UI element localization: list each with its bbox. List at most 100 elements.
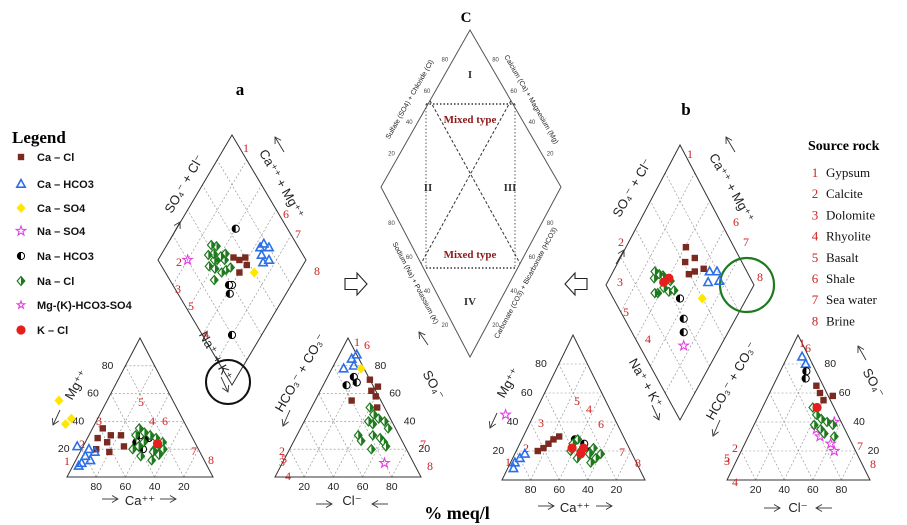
source-number: 8 — [314, 264, 320, 278]
source-rock-number: 7 — [812, 292, 819, 307]
point-cacl — [374, 404, 381, 411]
grid-line — [635, 228, 710, 367]
point-cacl — [682, 244, 690, 251]
source-rock-item: 8 Brine — [812, 313, 855, 328]
point-nacl — [139, 427, 149, 438]
point-cacl — [236, 269, 243, 276]
diamond-a — [157, 134, 307, 386]
tick-label: 80 — [535, 358, 547, 370]
source-number: 4 — [285, 469, 291, 483]
source-number: 2 — [279, 444, 285, 458]
source-number: 4 — [203, 327, 209, 341]
point-cahco3 — [258, 237, 270, 248]
tick-label: 60 — [406, 255, 413, 261]
point-nahco3 — [679, 314, 688, 323]
point-cacl — [106, 448, 113, 456]
legend-item-nahco3: Na – HCO3 — [16, 251, 94, 263]
tick-label: 80 — [102, 360, 114, 372]
grid-line — [558, 392, 603, 481]
point-cacl — [17, 153, 25, 161]
grid-line — [650, 228, 725, 367]
tick-label: 20 — [493, 445, 505, 457]
source-number: 8 — [757, 270, 763, 284]
tick-label: 60 — [529, 255, 536, 261]
direction-arrow — [281, 409, 291, 427]
source-number: 5 — [138, 395, 144, 409]
direction-arrow — [371, 500, 388, 508]
tick-label: 80 — [836, 484, 848, 496]
point-kcl — [659, 277, 669, 287]
point-nacl — [148, 446, 158, 458]
legend-label: Ca – HCO3 — [37, 179, 94, 191]
source-number: 6 — [805, 341, 811, 355]
direction-arrow — [160, 495, 177, 503]
source-number: 5 — [623, 305, 629, 319]
triangle-frame — [66, 336, 214, 478]
tick-label: 40 — [328, 481, 340, 493]
point-nahco3 — [801, 374, 810, 383]
point-cahco3 — [711, 265, 723, 276]
axis-label-a-ca: Ca⁺⁺ — [125, 493, 155, 508]
axis-label-b-cl: Cl⁻ — [788, 500, 807, 515]
point-nacl — [819, 428, 829, 440]
axis-label-b-camg: Ca⁺⁺ + Mg⁺⁺ — [706, 151, 757, 225]
point-nacl — [650, 266, 660, 277]
direction-arrow — [169, 221, 181, 241]
anion-triangle-b: 20 20 40 40 60 60 80 80 — [726, 333, 880, 496]
direction-arrow — [857, 345, 867, 361]
grid-line — [81, 449, 97, 478]
axis-label-b-so4: SO₄⁻ — [860, 366, 888, 400]
source-number: 4 — [645, 332, 651, 346]
source-rock-item: 3 Dolomite — [812, 207, 876, 222]
tick-label: 20 — [868, 445, 880, 457]
legend-item-cacl: Ca – Cl — [17, 152, 74, 164]
source-number: 3 — [617, 275, 623, 289]
legend-item-mgkhco3so4: Mg-(K)-HCO3-SO4 — [15, 299, 133, 312]
source-number: 4 — [149, 414, 155, 428]
tick-label: 40 — [507, 416, 519, 428]
point-nacl — [573, 433, 583, 445]
source-rock-name: Dolomite — [826, 207, 875, 222]
cation-triangle-a: 80 20 60 40 40 60 20 80 — [58, 336, 214, 493]
direction-arrow — [274, 136, 285, 153]
grid-line — [769, 392, 814, 481]
mixed-type-label-top: Mixed type — [444, 114, 497, 126]
direction-arrow — [615, 249, 625, 265]
tick-label: 60 — [807, 484, 819, 496]
direction-arrow — [418, 331, 429, 346]
source-number: 6 — [283, 207, 289, 221]
source-number: 3 — [96, 414, 102, 428]
legend-item-kcl: K – Cl — [16, 325, 68, 337]
axis-label-b-hco3co3: HCO₃⁻ + CO₃⁻ — [703, 339, 760, 422]
point-nacl — [204, 260, 214, 272]
source-rock-box: Source rock 1 Gypsum 2 Calcite 3 Dolomite 4 Rhyo… — [808, 139, 880, 328]
tick-label: 40 — [853, 416, 865, 428]
panel-c-label: C — [461, 10, 472, 26]
point-cacl — [813, 382, 820, 389]
point-nacl — [209, 254, 219, 266]
point-cahco3 — [89, 445, 101, 456]
direction-arrow — [316, 500, 333, 508]
point-nacl — [811, 409, 821, 421]
tick-label: 20 — [750, 484, 762, 496]
legend-label: Na – HCO3 — [37, 251, 94, 263]
point-cahco3 — [71, 440, 83, 451]
tick-label: 40 — [529, 120, 536, 126]
diamond-b — [605, 143, 755, 422]
tick-label: 40 — [149, 481, 161, 493]
legend-item-nacl: Na – Cl — [16, 275, 74, 288]
point-cahco3 — [348, 359, 360, 370]
point-cacl — [685, 271, 693, 278]
tick-label: 60 — [510, 89, 517, 95]
grid-line — [216, 159, 292, 286]
source-number: 4 — [586, 402, 592, 416]
point-cahco3 — [256, 248, 268, 260]
tick-label: 80 — [375, 360, 387, 372]
point-kcl — [16, 325, 26, 335]
grid-line — [202, 184, 277, 311]
source-rock-number: 2 — [812, 186, 819, 201]
source-rock-name: Calcite — [826, 186, 863, 201]
point-naso4 — [499, 408, 512, 421]
point-cacl — [242, 254, 249, 261]
source-rock-name: Basalt — [826, 250, 859, 265]
